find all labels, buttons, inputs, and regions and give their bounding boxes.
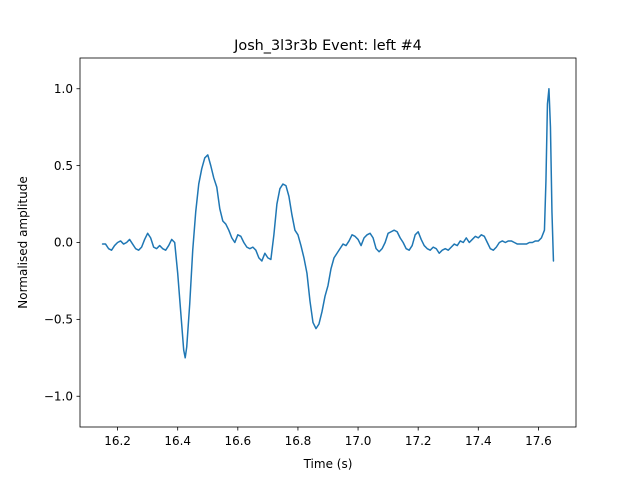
- series-line-0: [101, 88, 555, 359]
- y-tick-label: −0.5: [44, 313, 73, 327]
- y-tick-label: 0.0: [54, 236, 73, 250]
- plot-frame: [79, 57, 577, 428]
- x-tick-label: 17.0: [345, 434, 372, 448]
- x-tick-label: 17.6: [525, 434, 552, 448]
- x-tick-label: 16.4: [164, 434, 191, 448]
- y-tick-label: −1.0: [44, 389, 73, 403]
- x-tick-label: 17.4: [465, 434, 492, 448]
- x-tick-label: 17.2: [405, 434, 432, 448]
- y-tick-label: 1.0: [54, 82, 73, 96]
- tick-layer: 16.2 16.4 16.6 16.8 17.0 17.2 17.4 17.6 1.0 0.5 0.…: [44, 82, 552, 448]
- x-tick-label: 16.2: [104, 434, 131, 448]
- y-tick-label: 0.5: [54, 159, 73, 173]
- x-tick-label: 16.8: [285, 434, 312, 448]
- x-axis-label: Time (s): [303, 457, 353, 471]
- y-axis-label: Normalised amplitude: [16, 176, 30, 308]
- x-tick-label: 16.6: [224, 434, 251, 448]
- chart-title: Josh_3l3r3b Event: left #4: [233, 38, 422, 54]
- series-layer: [101, 88, 555, 359]
